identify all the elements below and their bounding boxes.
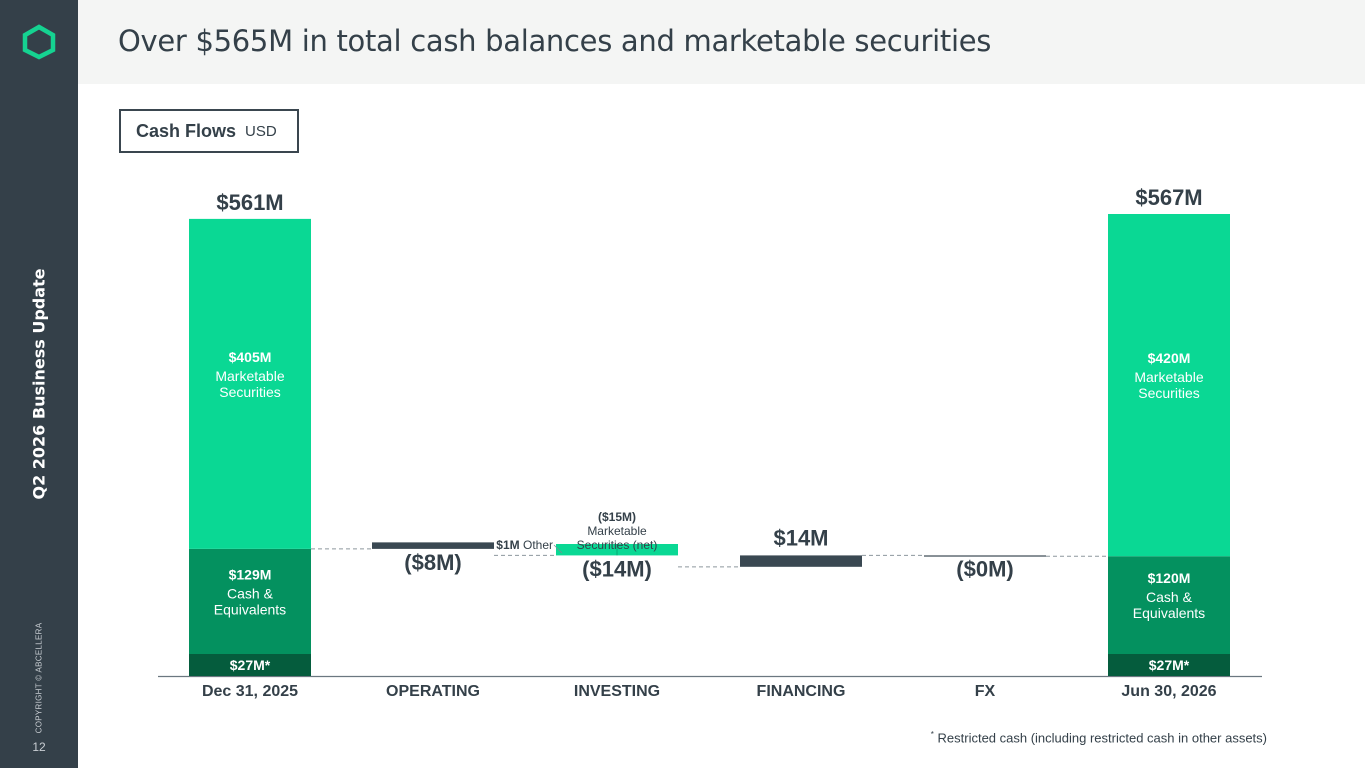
bar-segment [189,548,311,654]
x-tick-label: OPERATING [386,683,480,700]
flow-bar [924,555,1046,557]
bar-segment [1108,214,1230,557]
segment-name-label: Marketable [1134,369,1203,385]
segment-name-label: Equivalents [1133,605,1205,621]
segment-value-label: $27M* [1149,657,1190,673]
flow-bar [740,555,862,567]
chart-legend-box: Cash Flows USD [119,109,299,153]
footnote-text: Restricted cash (including restricted ca… [937,730,1267,746]
segment-name-label: Equivalents [214,601,286,617]
investing-ms-value: ($15M) [598,510,636,524]
segment-value-label: $405M [229,349,272,365]
investing-other-label: $1M Other [496,538,553,552]
segment-value-label: $27M* [230,657,271,673]
investing-ms-name: Marketable [587,524,647,538]
investing-ms-name: Securities (net) [577,538,658,552]
segment-name-label: Securities [1138,385,1199,401]
x-tick-label: Jun 30, 2026 [1121,683,1216,700]
flow-value-label: ($0M) [956,556,1013,581]
flow-value-label: $14M [773,525,828,550]
x-tick-label: Dec 31, 2025 [202,683,298,700]
footnote: * Restricted cash (including restricted … [931,730,1267,745]
flow-value-label: ($8M) [404,550,461,575]
investing-other-leader [553,544,563,554]
flow-bar [372,542,494,549]
segment-value-label: $420M [1148,350,1191,366]
segment-value-label: $129M [229,566,272,582]
footnote-mark: * [930,730,934,739]
segment-value-label: $120M [1148,570,1191,586]
logo-hexagon [22,24,56,60]
header-bar [78,0,1365,84]
bar-segment [189,654,311,676]
segment-name-label: Cash & [1146,589,1193,605]
abcellera-logo-icon [22,24,56,60]
segment-name-label: Marketable [215,368,284,384]
bar-segment [1108,556,1230,654]
bar-total-label: $561M [216,190,283,215]
bar-segment [1108,654,1230,676]
legend-unit: USD [245,122,277,140]
x-tick-label: FX [975,683,996,700]
segment-name-label: Cash & [227,585,274,601]
page-title: Over $565M in total cash balances and ma… [118,24,992,58]
flow-value-label: ($14M) [582,556,652,581]
page-number: 12 [32,740,46,754]
x-tick-label: INVESTING [574,683,660,700]
legend-label: Cash Flows [136,120,237,141]
x-tick-label: FINANCING [757,683,846,700]
bar-total-label: $567M [1135,185,1202,210]
segment-name-label: Securities [219,384,280,400]
bar-segment [189,218,311,549]
sidebar: Q2 2026 Business Update COPYRIGHT © ABCE… [0,0,78,768]
